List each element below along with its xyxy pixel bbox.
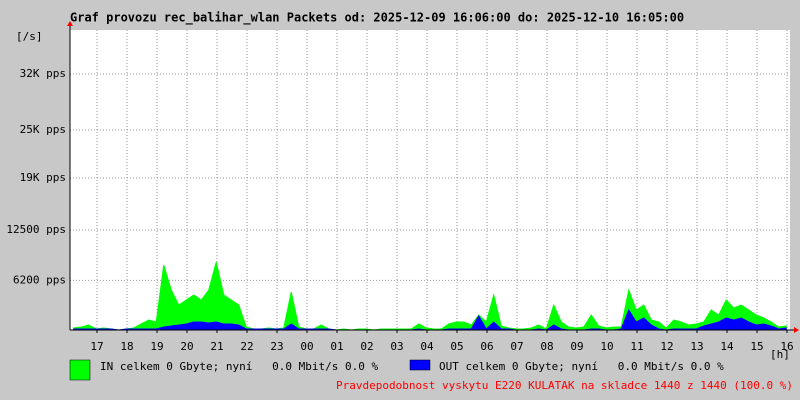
x-tick-label: 06 [480, 340, 493, 353]
x-tick-label: 21 [210, 340, 223, 353]
x-tick-label: 01 [330, 340, 343, 353]
x-tick-label: 19 [150, 340, 163, 353]
y-tick-label: 6200 pps [13, 273, 66, 286]
y-tick-label: 25K pps [20, 123, 66, 136]
axis-arrow [67, 21, 73, 26]
x-tick-label: 09 [570, 340, 583, 353]
legend-swatch [409, 359, 431, 371]
x-tick-label: 13 [690, 340, 703, 353]
x-tick-label: 11 [630, 340, 643, 353]
x-tick-label: 15 [750, 340, 763, 353]
x-tick-label: 12 [660, 340, 673, 353]
axis-arrow [794, 327, 799, 333]
x-tick-label: 04 [420, 340, 434, 353]
x-tick-label: 23 [270, 340, 283, 353]
x-tick-label: 17 [90, 340, 103, 353]
footer-note: Pravdepodobnost vyskytu E220 KULATAK na … [336, 379, 793, 392]
x-tick-label: 18 [120, 340, 133, 353]
x-tick-label: 00 [300, 340, 313, 353]
y-unit: [/s] [16, 30, 43, 43]
x-tick-label: 08 [540, 340, 553, 353]
y-tick-label: 19K pps [20, 171, 66, 184]
legend-label: IN celkem 0 Gbyte; nyní 0.0 Mbit/s 0.0 % [100, 360, 379, 373]
x-tick-label: 20 [180, 340, 193, 353]
x-tick-label: 07 [510, 340, 523, 353]
y-tick-label: 32K pps [20, 67, 66, 80]
y-tick-label: 12500 pps [6, 223, 66, 236]
plot-area [70, 30, 790, 330]
legend-label: OUT celkem 0 Gbyte; nyní 0.0 Mbit/s 0.0 … [439, 360, 724, 373]
x-tick-label: 02 [360, 340, 373, 353]
x-tick-label: 16 [780, 340, 793, 353]
x-tick-label: 03 [390, 340, 403, 353]
legend-swatch [69, 359, 91, 381]
x-tick-label: 14 [720, 340, 734, 353]
x-tick-label: 10 [600, 340, 613, 353]
x-unit: [h] [770, 348, 790, 361]
x-tick-label: 05 [450, 340, 463, 353]
x-tick-label: 22 [240, 340, 253, 353]
chart-title: Graf provozu rec_balihar_wlan Packets od… [70, 11, 684, 26]
